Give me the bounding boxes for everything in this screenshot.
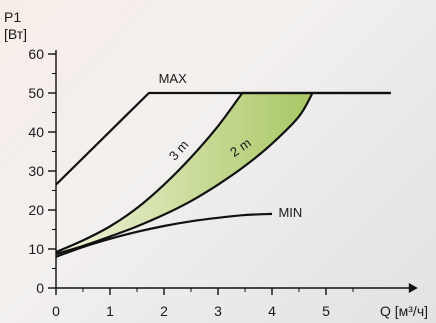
y-axis-label-line: P1 <box>4 9 21 25</box>
y-axis-label-line: [Вт] <box>4 26 27 42</box>
band-3m-2m-fill <box>56 93 313 255</box>
y-tick-label: 10 <box>28 241 44 257</box>
curve-3m <box>55 91 391 254</box>
y-tick-label: 30 <box>28 163 44 179</box>
x-axis-arrow <box>408 283 418 293</box>
y-tick-label: 40 <box>28 124 44 140</box>
curve-2m <box>55 92 314 256</box>
curve-min <box>55 212 273 258</box>
y-axis-label: P1 [Вт] <box>4 9 27 42</box>
y-tick-label: 20 <box>28 202 44 218</box>
x-tick-label: 5 <box>322 303 330 319</box>
x-tick-label: 4 <box>268 303 276 319</box>
x-tick-label: 0 <box>52 303 60 319</box>
y-tick-label: 50 <box>28 85 44 101</box>
label-min: MIN <box>278 205 302 220</box>
x-tick-label: 2 <box>160 303 168 319</box>
label-max: MAX <box>159 71 188 86</box>
y-tick-label: 0 <box>36 280 44 296</box>
x-tick-label: 3 <box>214 303 222 319</box>
y-tick-label: 60 <box>28 46 44 62</box>
x-axis-label: Q [м³/ч] <box>380 303 428 319</box>
x-tick-label: 1 <box>106 303 114 319</box>
